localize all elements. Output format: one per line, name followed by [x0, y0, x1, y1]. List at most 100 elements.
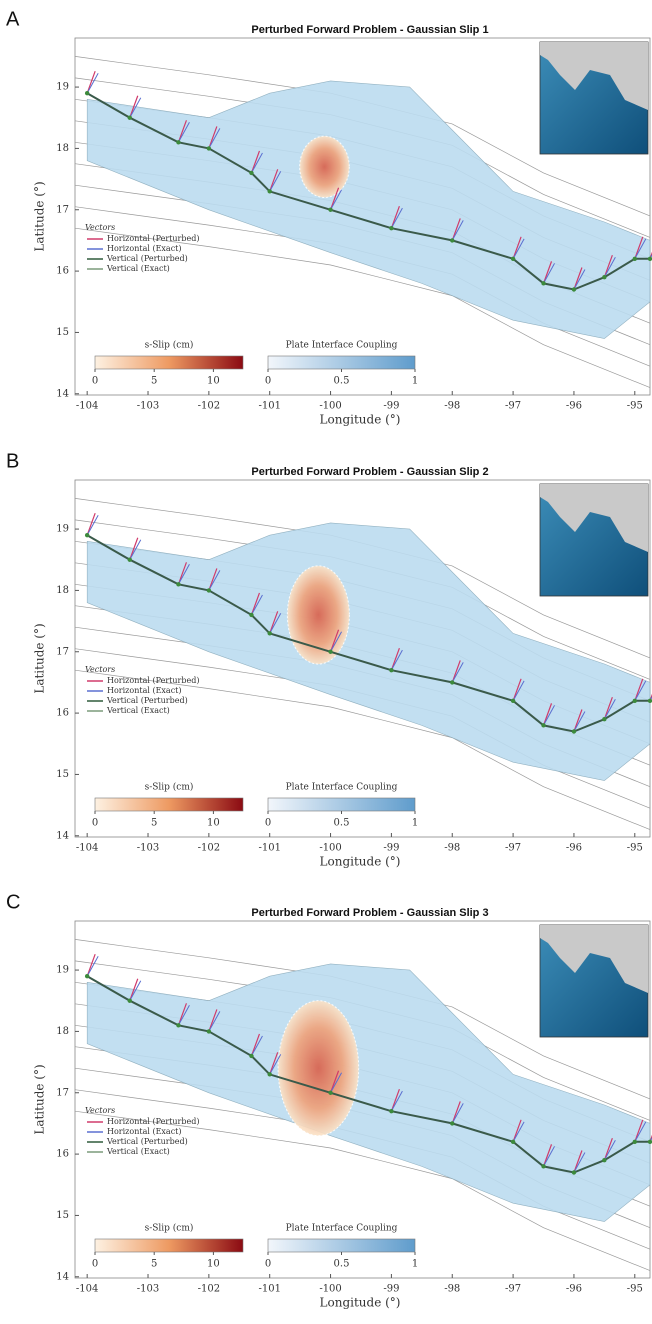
station [176, 140, 180, 144]
legend-entry: Vertical (Perturbed) [106, 254, 188, 263]
station [633, 699, 637, 703]
y-tick-label: 19 [56, 82, 69, 93]
station [572, 287, 576, 291]
x-tick-label: -96 [566, 843, 582, 854]
station [268, 631, 272, 635]
y-tick-label: 16 [56, 708, 69, 719]
panel-title: Perturbed Forward Problem - Gaussian Sli… [251, 907, 488, 919]
x-tick-label: -102 [198, 401, 220, 412]
colorbar-tick-label: 5 [151, 818, 157, 829]
x-tick-label: -104 [76, 1284, 98, 1295]
legend-title: Vectors [85, 1106, 115, 1115]
x-tick-label: -97 [505, 843, 521, 854]
station [85, 974, 89, 978]
station [633, 1140, 637, 1144]
colorbar-tick-label: 1 [412, 1259, 418, 1270]
station [328, 1091, 332, 1095]
station [176, 582, 180, 586]
colorbar-label: Plate Interface Coupling [286, 783, 398, 793]
panel-label: A [6, 8, 20, 30]
slip-patch [287, 566, 349, 664]
y-axis-label: Latitude (°) [33, 1064, 47, 1134]
station [450, 238, 454, 242]
y-tick-label: 17 [56, 204, 69, 215]
x-tick-label: -100 [319, 401, 341, 412]
y-tick-label: 19 [56, 524, 69, 535]
x-tick-label: -101 [258, 401, 280, 412]
colorbar-tick-label: 5 [151, 376, 157, 387]
legend-entry: Vertical (Perturbed) [106, 696, 188, 705]
station [128, 999, 132, 1003]
x-tick-label: -102 [198, 843, 220, 854]
colorbar-tick-label: 0 [92, 818, 98, 829]
y-tick-label: 17 [56, 646, 69, 657]
y-tick-label: 18 [56, 585, 69, 596]
station [128, 116, 132, 120]
panel: A Perturbed Forward Problem - Gaussian Sl… [6, 8, 652, 426]
x-tick-label: -99 [383, 401, 399, 412]
station [648, 257, 652, 261]
station [450, 680, 454, 684]
panel-label: B [6, 450, 19, 472]
colorbar [95, 356, 243, 369]
x-tick-label: -97 [505, 401, 521, 412]
x-tick-label: -96 [566, 1284, 582, 1295]
y-axis-label: Latitude (°) [33, 623, 47, 693]
colorbar-tick-label: 0.5 [334, 818, 350, 829]
legend-entry: Horizontal (Exact) [107, 244, 182, 253]
colorbar-tick-label: 0 [265, 818, 271, 829]
colorbar-label: s-Slip (cm) [145, 782, 194, 793]
colorbar-tick-label: 10 [207, 1259, 220, 1270]
station [602, 1158, 606, 1162]
legend-entry: Horizontal (Exact) [107, 1127, 182, 1136]
station [450, 1121, 454, 1125]
colorbar-tick-label: 0 [92, 1259, 98, 1270]
station [176, 1023, 180, 1027]
legend-title: Vectors [85, 223, 115, 232]
station [572, 729, 576, 733]
y-tick-label: 19 [56, 965, 69, 976]
station [511, 699, 515, 703]
colorbar-tick-label: 1 [412, 376, 418, 387]
colorbar-tick-label: 5 [151, 1259, 157, 1270]
station [602, 275, 606, 279]
y-tick-label: 17 [56, 1087, 69, 1098]
station [249, 613, 253, 617]
x-tick-label: -104 [76, 843, 98, 854]
station [389, 1109, 393, 1113]
station [207, 146, 211, 150]
station [328, 650, 332, 654]
x-tick-label: -104 [76, 401, 98, 412]
station [268, 189, 272, 193]
panel-label: C [6, 891, 20, 913]
legend-entry: Vertical (Exact) [106, 1147, 170, 1156]
x-tick-label: -102 [198, 1284, 220, 1295]
panel-title: Perturbed Forward Problem - Gaussian Sli… [251, 24, 488, 36]
x-tick-label: -100 [319, 1284, 341, 1295]
station [541, 723, 545, 727]
x-tick-label: -95 [627, 843, 643, 854]
legend-entry: Horizontal (Perturbed) [107, 676, 199, 685]
x-tick-label: -103 [137, 1284, 159, 1295]
station [633, 257, 637, 261]
colorbar-tick-label: 10 [207, 376, 220, 387]
colorbar-tick-label: 0 [265, 376, 271, 387]
station [511, 257, 515, 261]
station [389, 668, 393, 672]
colorbar-label: Plate Interface Coupling [286, 1224, 398, 1234]
x-tick-label: -98 [444, 401, 460, 412]
x-tick-label: -99 [383, 1284, 399, 1295]
station [572, 1170, 576, 1174]
colorbar-label: s-Slip (cm) [145, 1223, 194, 1234]
panel: B Perturbed Forward Problem - Gaussian Sl… [6, 450, 652, 868]
panel-title: Perturbed Forward Problem - Gaussian Sli… [251, 466, 488, 478]
x-tick-label: -101 [258, 843, 280, 854]
colorbar-tick-label: 0.5 [334, 1259, 350, 1270]
station [249, 171, 253, 175]
station [207, 1029, 211, 1033]
colorbar-tick-label: 1 [412, 818, 418, 829]
legend-entry: Vertical (Perturbed) [106, 1137, 188, 1146]
colorbar-tick-label: 0 [92, 376, 98, 387]
legend-entry: Horizontal (Perturbed) [107, 234, 199, 243]
x-tick-label: -95 [627, 401, 643, 412]
